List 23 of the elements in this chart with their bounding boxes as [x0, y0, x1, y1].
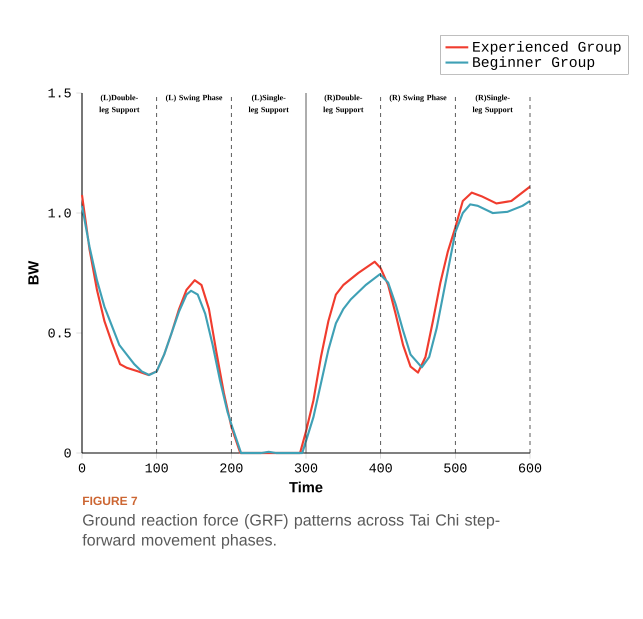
x-tick-label: 100 [146, 463, 168, 472]
caption: FIGURE 7 [83, 496, 138, 506]
annotation: (L)Single-leg Support [248, 94, 289, 114]
legend-label: Beginner Group [473, 56, 594, 70]
annotation: (R)Double-leg Support [323, 94, 364, 114]
x-tick-label: 400 [369, 463, 392, 472]
y-tick-label: 0 [64, 448, 71, 458]
x-axis-title: Time [289, 482, 322, 492]
y-tick-label: 1.0 [48, 208, 71, 218]
annotation: (R) Swing Phase [390, 94, 446, 102]
annotation: (R)Single-leg Support [472, 94, 513, 114]
x-tick-label: 500 [444, 463, 467, 472]
x-tick-label: 200 [220, 463, 243, 472]
x-tick-label: 0 [78, 463, 86, 472]
annotation: (L)Double-leg Support [99, 94, 140, 114]
x-tick-label: 300 [294, 463, 318, 472]
x-tick-label: 600 [518, 463, 542, 472]
y-tick-label: 0.5 [48, 328, 71, 338]
annotation: (L) Swing Phase [166, 94, 222, 102]
y-tick-label: 1.5 [48, 88, 71, 98]
legend-label: Experienced Group [473, 41, 621, 55]
y-axis-title: BW [28, 260, 38, 284]
text: Ground reaction force (GRF) patterns across Tai Chi step-forward movement phases. [82, 514, 500, 549]
